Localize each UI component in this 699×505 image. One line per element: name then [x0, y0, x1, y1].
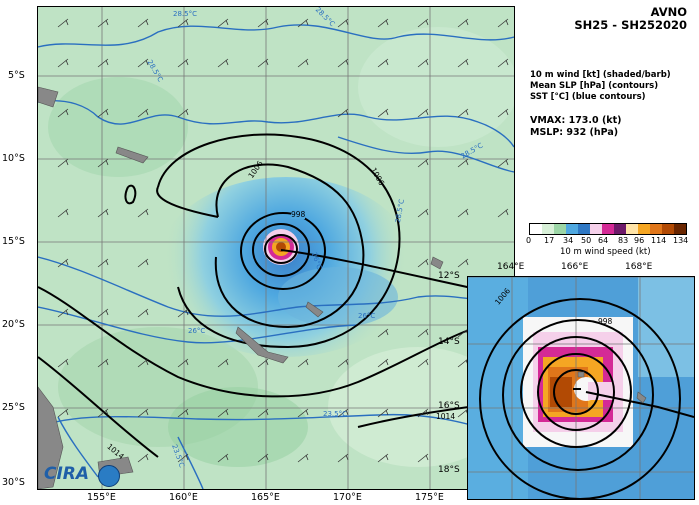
cb-tick: 134 — [673, 236, 689, 245]
lat-tick: 5°S — [8, 70, 25, 81]
inset-lon-tick: 166°E — [561, 262, 589, 272]
legend-wind: 10 m wind [kt] (shaded/barb) — [530, 70, 671, 80]
sst-label: 28.5°C — [173, 10, 197, 18]
cb-tick: 64 — [598, 236, 609, 245]
lon-tick: 155°E — [87, 492, 116, 503]
main-map[interactable]: 998 1006 1006 1014 1014 28.5°C 28.5°C 28… — [37, 6, 515, 490]
inset-lat-tick: 12°S — [438, 271, 460, 281]
sst-label: 26°C — [188, 327, 206, 335]
storm-id: SH25 - SH252020 — [574, 18, 687, 32]
lat-tick: 15°S — [2, 236, 25, 247]
cira-logo: CIRA — [44, 464, 124, 487]
cb-tick: 96 — [634, 236, 645, 245]
cb-tick: 34 — [563, 236, 574, 245]
lon-tick: 160°E — [169, 492, 198, 503]
cira-logo-text: CIRA — [44, 464, 90, 484]
inset-lat-tick: 18°S — [438, 465, 460, 475]
lon-tick: 175°E — [415, 492, 444, 503]
inset-lat-tick: 16°S — [438, 401, 460, 411]
cb-tick: 17 — [544, 236, 555, 245]
mslp-value: MSLP: 932 (hPa) — [530, 127, 619, 138]
inset-lon-tick: 164°E — [497, 262, 525, 272]
sst-label: 23.5°C — [323, 410, 347, 418]
lat-tick: 25°S — [2, 402, 25, 413]
inset-map[interactable]: 998 1006 — [467, 276, 695, 500]
colorbar-ticks: 0 17 34 50 64 83 96 114 134 — [526, 236, 692, 248]
lon-tick: 170°E — [333, 492, 362, 503]
cb-tick: 83 — [618, 236, 629, 245]
slp-label: 1014 — [436, 412, 456, 421]
lat-tick: 10°S — [2, 153, 25, 164]
slp-label: 998 — [291, 210, 306, 219]
sst-label: 26°C — [358, 312, 376, 320]
model-name: AVNO — [650, 5, 687, 19]
legend-slp: Mean SLP [hPa] (contours) — [530, 81, 659, 91]
inset-lat-tick: 14°S — [438, 337, 460, 347]
cb-tick: 50 — [581, 236, 592, 245]
main-map-canvas — [38, 7, 514, 489]
vmax-value: VMAX: 173.0 (kt) — [530, 115, 622, 126]
inset-slp-label: 998 — [598, 317, 613, 326]
noaa-logo-icon — [98, 465, 120, 487]
lon-tick: 165°E — [251, 492, 280, 503]
lat-tick: 20°S — [2, 319, 25, 330]
wind-colorbar — [529, 223, 687, 235]
cb-tick: 114 — [651, 236, 667, 245]
lat-tick: 30°S — [2, 477, 25, 488]
inset-lon-tick: 168°E — [625, 262, 653, 272]
inset-map-canvas — [468, 277, 694, 499]
cb-tick: 0 — [526, 236, 532, 245]
colorbar-title: 10 m wind speed (kt) — [560, 247, 651, 257]
legend-sst: SST [°C] (blue contours) — [530, 92, 646, 102]
